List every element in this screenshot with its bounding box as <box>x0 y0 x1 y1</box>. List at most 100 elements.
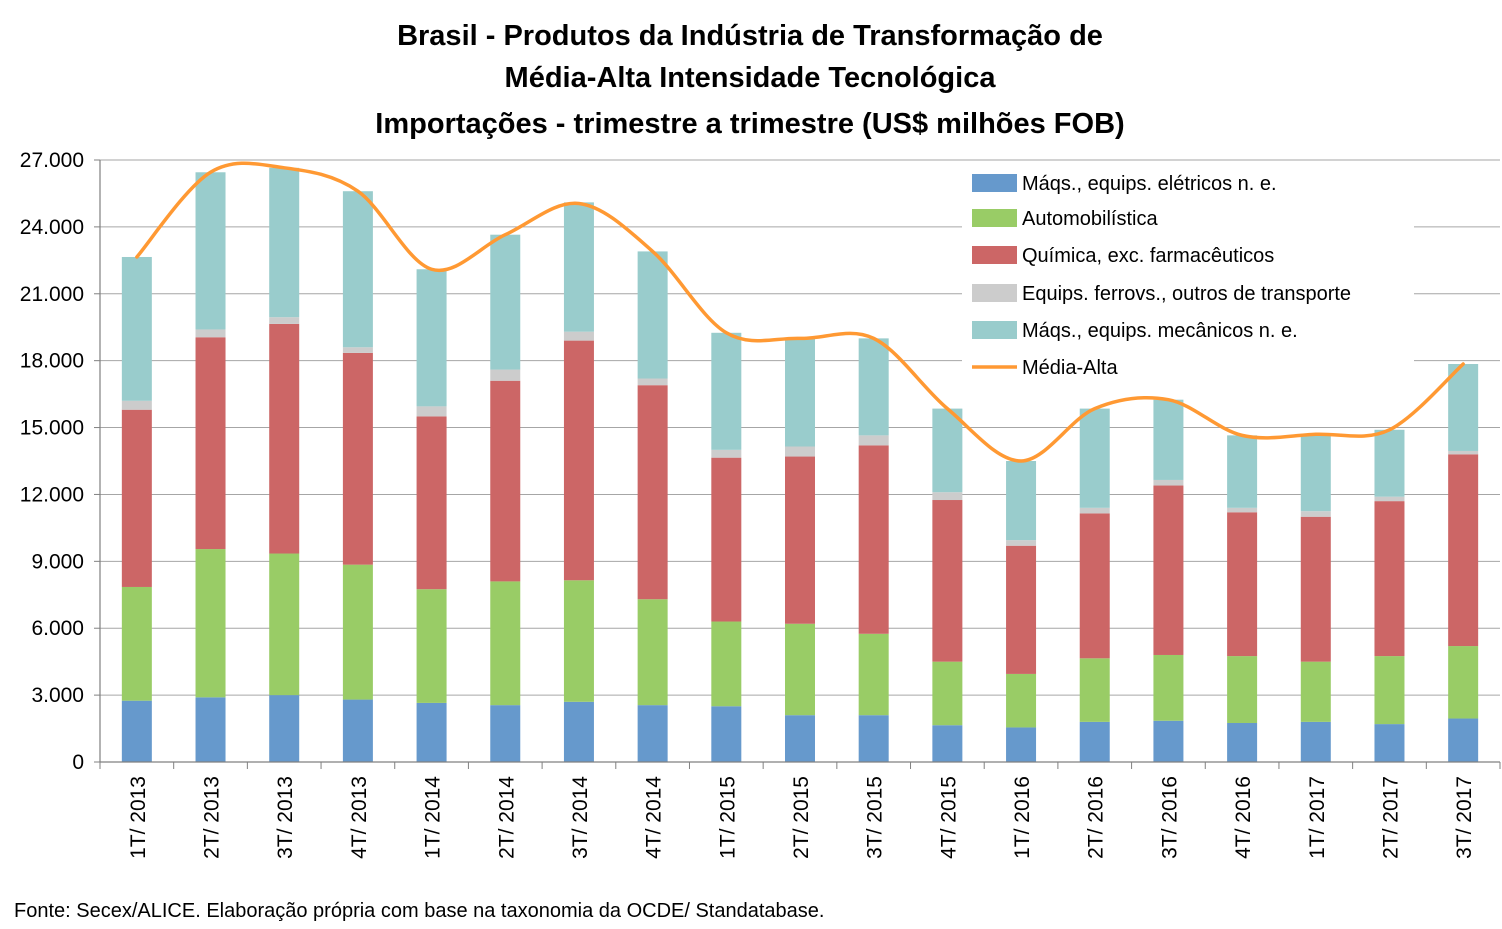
y-tick-label: 9.000 <box>31 550 84 573</box>
chart-title-line: Média-Alta Intensidade Tecnológica <box>505 62 997 94</box>
bar-segment <box>269 317 300 324</box>
x-tick-label: 3T/ 2017 <box>1453 776 1476 859</box>
bar-segment <box>785 456 815 624</box>
legend-label: Equips. ferrovs., outros de transporte <box>1022 283 1351 305</box>
legend-label: Máqs., equips. mecânicos n. e. <box>1022 320 1298 342</box>
source-note: Fonte: Secex/ALICE. Elaboração própria c… <box>14 900 825 922</box>
bar-segment <box>1227 507 1258 513</box>
x-tick-label: 2T/ 2017 <box>1379 776 1402 859</box>
legend-swatch <box>972 321 1017 339</box>
x-tick-label: 2T/ 2013 <box>201 776 224 859</box>
bar-segment <box>1300 661 1331 722</box>
bar-segment <box>1079 513 1110 659</box>
chart-title: Brasil - Produtos da Indústria de Transf… <box>375 20 1124 140</box>
bar-segment <box>1006 461 1037 541</box>
legend: Máqs., equips. elétricos n. e. Automobilí… <box>962 165 1414 387</box>
bar-segment <box>1448 450 1479 455</box>
x-tick-label: 4T/ 2015 <box>937 776 960 859</box>
x-tick-label: 4T/ 2013 <box>348 776 371 859</box>
legend-label: Média-Alta <box>1022 357 1118 379</box>
bar-segment <box>1006 673 1037 728</box>
x-tick-label: 1T/ 2016 <box>1011 776 1034 859</box>
bar-segment <box>121 586 152 701</box>
y-tick-label: 15.000 <box>20 417 84 440</box>
bar-segment <box>416 269 447 407</box>
x-tick-label: 1T/ 2017 <box>1306 776 1329 859</box>
bar-segment <box>932 725 963 762</box>
bar-segment <box>195 329 226 338</box>
bar-segment <box>1079 408 1110 508</box>
y-tick-label: 3.000 <box>31 684 84 707</box>
bar-segment <box>637 599 668 706</box>
bars <box>121 167 1479 762</box>
x-tick-label: 3T/ 2013 <box>274 776 297 859</box>
bar-segment <box>490 705 521 762</box>
bar-segment <box>1006 545 1037 674</box>
bar-segment <box>1374 496 1405 502</box>
bar-segment <box>637 378 668 386</box>
bar-segment <box>342 564 373 700</box>
y-tick-label: 27.000 <box>20 149 84 172</box>
bar-segment <box>563 701 594 762</box>
bar-segment <box>195 549 226 698</box>
x-tick-label: 3T/ 2016 <box>1158 776 1181 859</box>
bar-segment <box>1374 656 1405 725</box>
x-tick-label: 1T/ 2013 <box>127 776 150 859</box>
bar-segment <box>1300 721 1331 762</box>
bar-segment <box>269 323 300 554</box>
bar-segment <box>1448 646 1479 719</box>
bar-segment <box>1448 718 1479 762</box>
bar-segment <box>1153 654 1184 721</box>
bar-segment <box>785 338 815 447</box>
bar-segment <box>1227 656 1258 723</box>
bar-segment <box>1448 454 1479 647</box>
bar-segment <box>1374 429 1405 497</box>
bar-segment <box>1300 516 1331 662</box>
bar-segment <box>195 337 226 550</box>
bar-segment <box>342 347 373 353</box>
x-tick-label: 4T/ 2014 <box>643 776 666 859</box>
bar-segment <box>858 715 889 762</box>
bar-segment <box>711 332 742 450</box>
y-tick-label: 24.000 <box>20 216 84 239</box>
legend-label: Máqs., equips. elétricos n. e. <box>1022 173 1277 195</box>
x-tick-label: 2T/ 2014 <box>495 776 518 859</box>
bar-segment <box>195 697 226 762</box>
bar-segment <box>1079 507 1110 514</box>
chart-title-line: Brasil - Produtos da Indústria de Transf… <box>397 20 1103 52</box>
bar-segment <box>637 385 668 600</box>
x-tick-label: 3T/ 2014 <box>569 776 592 859</box>
bar-segment <box>1448 364 1479 451</box>
legend-swatch <box>972 209 1017 227</box>
bar-segment <box>416 406 447 417</box>
bar-segment <box>1300 511 1331 517</box>
bar-segment <box>1006 540 1037 546</box>
bar-segment <box>1079 658 1110 722</box>
bar-segment <box>932 661 963 726</box>
y-tick-label: 18.000 <box>20 350 84 373</box>
bar-segment <box>1227 512 1258 657</box>
bar-segment <box>121 409 152 587</box>
bar-segment <box>1153 399 1184 480</box>
bar-segment <box>858 338 889 436</box>
bar-segment <box>785 623 815 716</box>
bar-segment <box>1227 435 1258 508</box>
legend-label: Automobilística <box>1022 208 1158 230</box>
chart-svg: Brasil - Produtos da Indústria de Transf… <box>20 20 1501 859</box>
bar-segment <box>785 715 815 762</box>
x-tick-label: 2T/ 2016 <box>1085 776 1108 859</box>
bar-segment <box>1153 485 1184 655</box>
bar-segment <box>1227 722 1258 762</box>
bar-segment <box>269 553 300 696</box>
bar-segment <box>932 500 963 662</box>
bar-segment <box>563 202 594 332</box>
bar-segment <box>342 191 373 348</box>
bar-segment <box>637 251 668 379</box>
bar-segment <box>563 580 594 702</box>
bar-segment <box>269 695 300 762</box>
bar-segment <box>563 331 594 341</box>
x-tick-label: 1T/ 2015 <box>716 776 739 859</box>
bar-segment <box>121 256 152 401</box>
bar-segment <box>711 621 742 707</box>
